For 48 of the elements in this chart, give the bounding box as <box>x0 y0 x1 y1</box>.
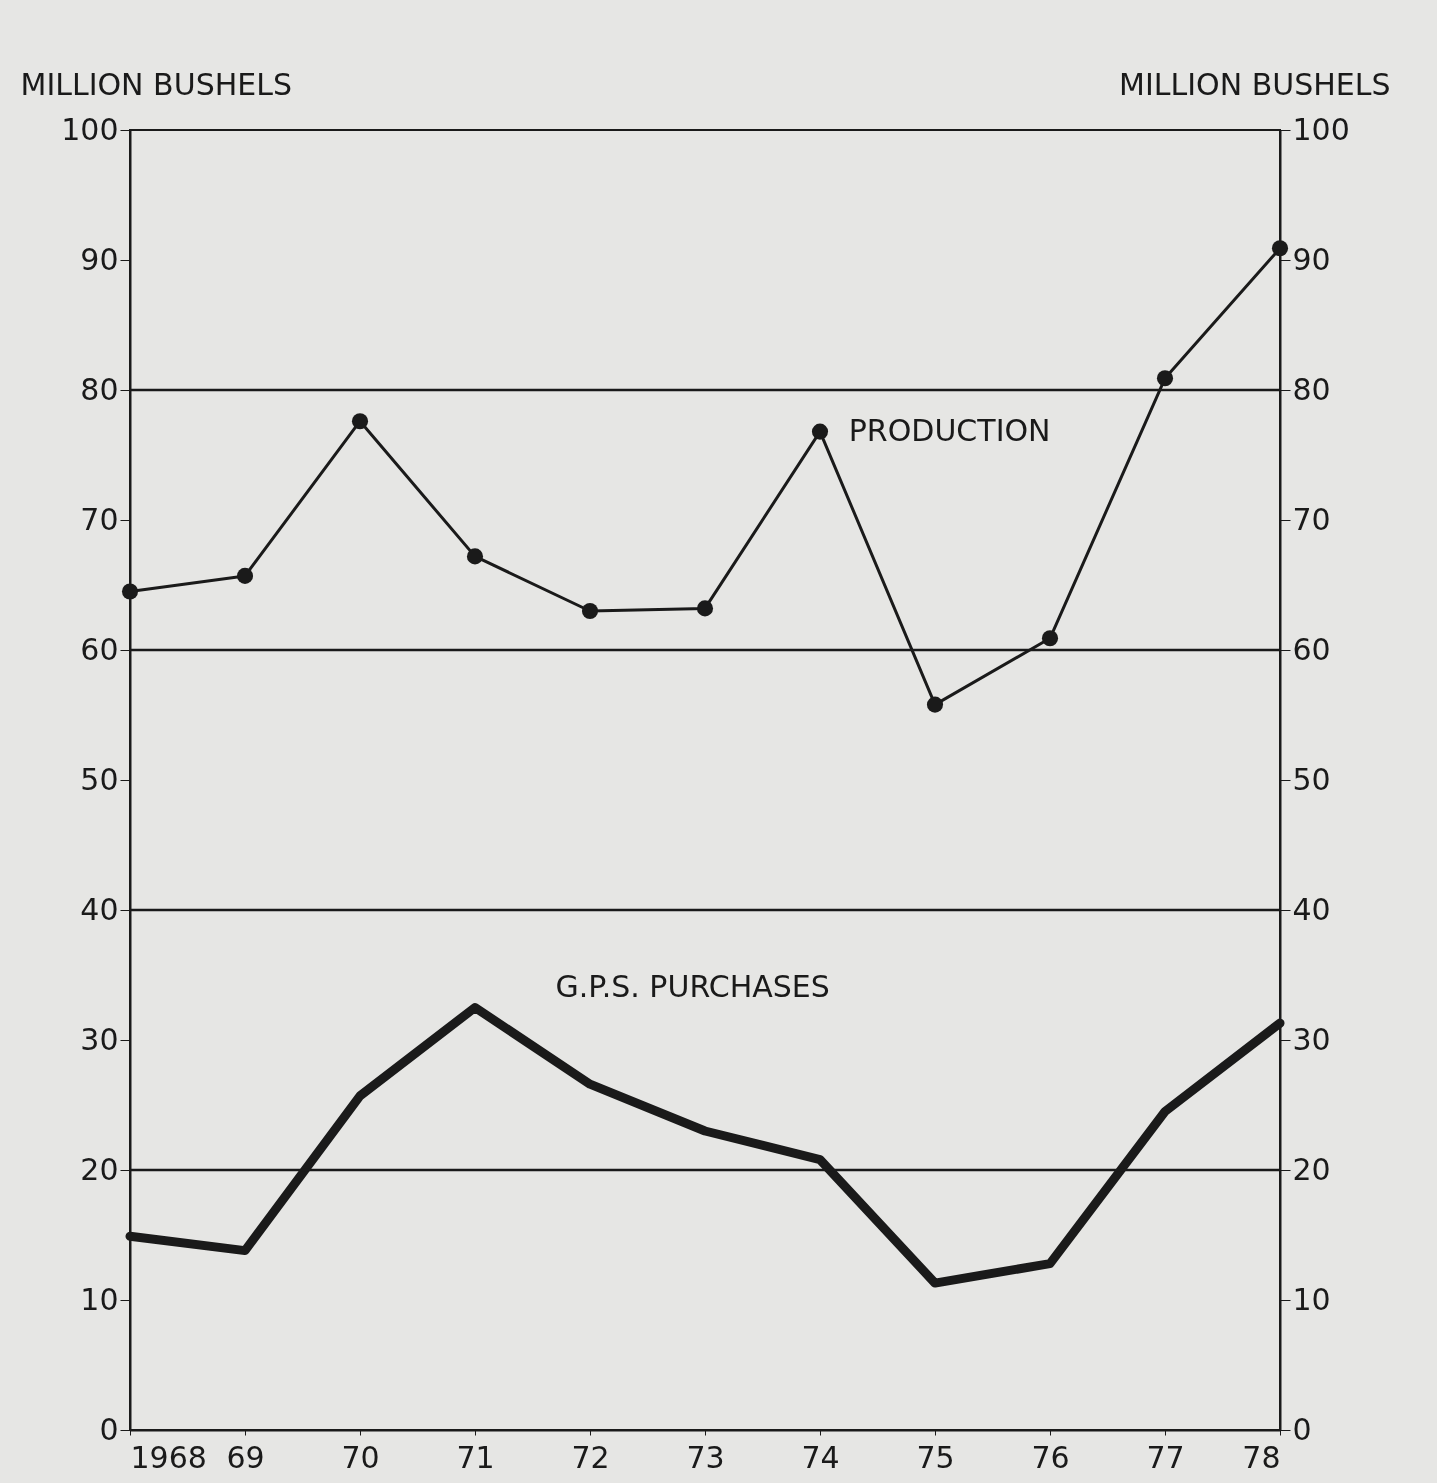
point <box>811 423 829 440</box>
x-tick-label: 77 <box>1146 1439 1185 1475</box>
point <box>696 600 714 617</box>
y2-tick-label: 40 <box>1292 891 1331 927</box>
point <box>1156 370 1174 387</box>
y-tick-label: 60 <box>80 631 119 667</box>
y-tick-label: 80 <box>80 371 119 407</box>
x-tick-label: 69 <box>226 1439 265 1475</box>
y-tick-label: 90 <box>80 241 119 277</box>
x-tick-label: 75 <box>916 1439 955 1475</box>
series-label: PRODUCTION <box>848 412 1051 448</box>
x-tick-label: 71 <box>456 1439 495 1475</box>
y2-tick-label: 50 <box>1292 761 1331 797</box>
y-tick-label: 20 <box>80 1151 119 1187</box>
y2-tick-label: 100 <box>1292 111 1350 147</box>
y-tick-label: 50 <box>80 761 119 797</box>
x-tick-label: 78 <box>1242 1439 1281 1475</box>
y-tick-label: 30 <box>80 1021 119 1057</box>
y-tick-label: 40 <box>80 891 119 927</box>
point <box>926 696 944 713</box>
point <box>581 602 599 620</box>
y2-tick-label: 0 <box>1292 1411 1312 1447</box>
point <box>1041 630 1059 647</box>
x-tick-label: 70 <box>341 1439 380 1475</box>
x-tick-label: 74 <box>801 1439 840 1475</box>
x-tick-label: 73 <box>686 1439 725 1475</box>
point <box>121 583 139 600</box>
y2-tick-label: 80 <box>1292 371 1331 407</box>
y2-tick-label: 10 <box>1292 1281 1331 1317</box>
y2-tick-label: 20 <box>1292 1151 1331 1187</box>
series-label: G.P.S. PURCHASES <box>555 968 830 1004</box>
y-tick-label: 0 <box>99 1411 119 1447</box>
y-tick-label: 10 <box>80 1281 119 1317</box>
y2-tick-label: 60 <box>1292 631 1331 667</box>
y2-axis-title: MILLION BUSHELS <box>1119 66 1391 102</box>
y-tick-label: 70 <box>80 501 119 537</box>
x-tick-label: 1968 <box>130 1439 207 1475</box>
y-axis-title: MILLION BUSHELS <box>20 66 292 102</box>
y-tick-label: 100 <box>61 111 119 147</box>
point <box>236 567 254 584</box>
point <box>1271 240 1289 257</box>
x-tick-label: 72 <box>571 1439 610 1475</box>
point <box>351 413 369 430</box>
point <box>466 548 484 565</box>
y2-tick-label: 90 <box>1292 241 1331 277</box>
y2-tick-label: 30 <box>1292 1021 1331 1057</box>
y2-tick-label: 70 <box>1292 501 1331 537</box>
x-tick-label: 76 <box>1031 1439 1070 1475</box>
